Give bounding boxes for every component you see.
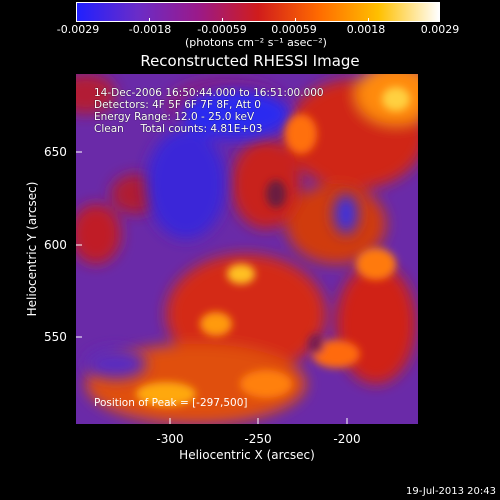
peak-position-label: Position of Peak = [-297,500] xyxy=(94,397,248,409)
energy-range-label: Energy Range: 12.0 - 25.0 keV xyxy=(94,111,255,123)
colorbar-tickmark xyxy=(76,18,77,22)
y-tick-label: 550 xyxy=(44,330,67,344)
colorbar-tick-label: 0.0018 xyxy=(346,23,386,36)
image-info-block: 14-Dec-2006 16:50:44.000 to 16:51:00.000… xyxy=(94,87,324,135)
x-tick-label: -200 xyxy=(333,432,361,446)
colorbar-tick-label: -0.0018 xyxy=(128,23,172,36)
image-bright-layer xyxy=(136,87,410,406)
colorbar-tick-label: -0.00059 xyxy=(197,23,247,36)
timestamp: 19-Jul-2013 20:43 xyxy=(405,486,496,497)
y-axis-label: Heliocentric Y (arcsec) xyxy=(25,181,39,317)
colorbar-tick-label: 0.00059 xyxy=(271,23,317,36)
colorbar-tickmark xyxy=(149,18,150,22)
colorbar-tick-label: 0.0029 xyxy=(420,23,460,36)
x-axis-label: Heliocentric X (arcsec) xyxy=(179,448,315,462)
x-tick-label: -300 xyxy=(156,432,184,446)
time-range-label: 14-Dec-2006 16:50:44.000 to 16:51:00.000 xyxy=(94,87,324,99)
y-tick-label: 650 xyxy=(44,145,67,159)
colorbar-tickmark xyxy=(368,18,369,22)
rhessi-image-svg xyxy=(76,74,418,424)
colorbar-unit-label: (photons cm⁻² s⁻¹ asec⁻²) xyxy=(185,36,327,49)
image-emission-layer xyxy=(76,74,418,424)
image-low-layer xyxy=(86,89,358,379)
plot-title: Reconstructed RHESSI Image xyxy=(140,52,360,70)
colorbar-tick-label: -0.0029 xyxy=(56,23,100,36)
colorbar-tickmark xyxy=(295,18,296,22)
colorbar-tickmark xyxy=(439,18,440,22)
colorbar xyxy=(76,2,440,22)
x-tick-label: -250 xyxy=(244,432,272,446)
rhessi-image xyxy=(76,74,418,424)
y-tick-label: 600 xyxy=(44,238,67,252)
method-counts-label: Clean Total counts: 4.81E+03 xyxy=(94,123,263,135)
detectors-label: Detectors: 4F 5F 6F 7F 8F, Att 0 xyxy=(94,99,261,111)
colorbar-tickmark xyxy=(222,18,223,22)
